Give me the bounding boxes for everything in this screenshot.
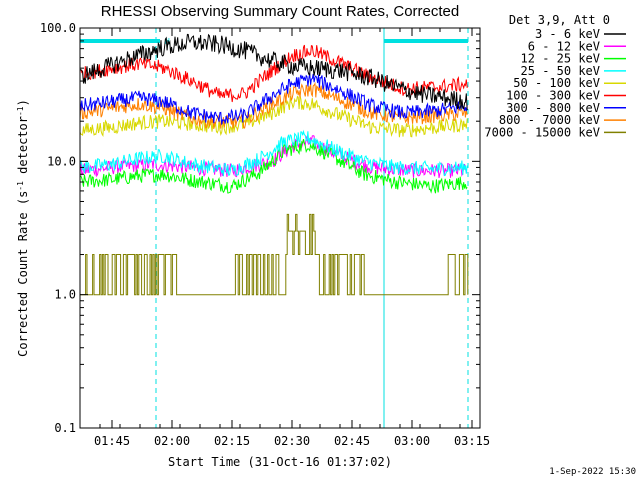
- axis-ticks: 100.0 10.0 1.0 0.1 01:45 02:00 02:15 02:30 02:45…: [40, 21, 490, 448]
- y-axis-label: Corrected Count Rate (s-1 detector-1): [16, 99, 30, 357]
- x-axis-label: Start Time (31-Oct-16 01:37:02): [168, 455, 392, 469]
- series-line-4: [79, 129, 468, 177]
- x-tick-label: 03:00: [394, 434, 430, 448]
- x-tick-label: 02:30: [274, 434, 310, 448]
- x-tick-label: 01:45: [94, 434, 130, 448]
- y-axis-label-part-1: Corrected Count Rate (s: [16, 191, 30, 357]
- plot-area: N 100.010.01.00.101:45 02:00 02:15 02:30 02:…: [40, 21, 490, 448]
- legend-entry-label: 300 - 800 keV: [506, 101, 600, 115]
- series-line-1: [79, 33, 468, 111]
- footer-date: 1-Sep-2022 15:30: [549, 467, 636, 477]
- series-line-3: [79, 138, 468, 194]
- y-tick-label: 1.0: [54, 288, 76, 302]
- x-tick-label: 03:15: [454, 434, 490, 448]
- legend-entry-label: 12 - 25 keV: [521, 52, 600, 66]
- legend-entry-label: 100 - 300 keV: [506, 89, 600, 103]
- series-layer: [79, 33, 469, 296]
- legend-entry-label: 25 - 50 keV: [521, 64, 600, 78]
- x-tick-label: 02:15: [214, 434, 250, 448]
- y-axis-label-sup-1: -1: [16, 181, 25, 191]
- y-axis-label-part-2: detector: [16, 116, 30, 181]
- legend-entry-label: 7000 - 15000 keV: [484, 125, 600, 139]
- legend-entry-label: 50 - 100 keV: [513, 76, 600, 90]
- y-tick-label: 10.0: [47, 154, 76, 168]
- series-line-6: [80, 44, 468, 103]
- series-line-7: [79, 72, 468, 125]
- legend-header: Det 3,9, Att 0: [509, 13, 610, 27]
- chart-title: RHESSI Observing Summary Count Rates, Co…: [101, 3, 459, 20]
- legend-entry-label: 6 - 12 keV: [528, 39, 600, 53]
- x-tick-label: 02:00: [154, 434, 190, 448]
- series-line-5: [79, 95, 468, 138]
- series-line-9: [80, 213, 469, 296]
- y-axis-label-sup-2: -1: [16, 106, 25, 116]
- y-tick-label: 0.1: [54, 421, 76, 435]
- x-tick-label: 02:45: [334, 434, 370, 448]
- y-axis-label-part-3: ): [16, 99, 30, 106]
- y-tick-label: 100.0: [40, 21, 76, 35]
- legend-entry-label: 3 - 6 keV: [535, 27, 600, 41]
- legend-entry-label: 800 - 7000 keV: [499, 113, 600, 127]
